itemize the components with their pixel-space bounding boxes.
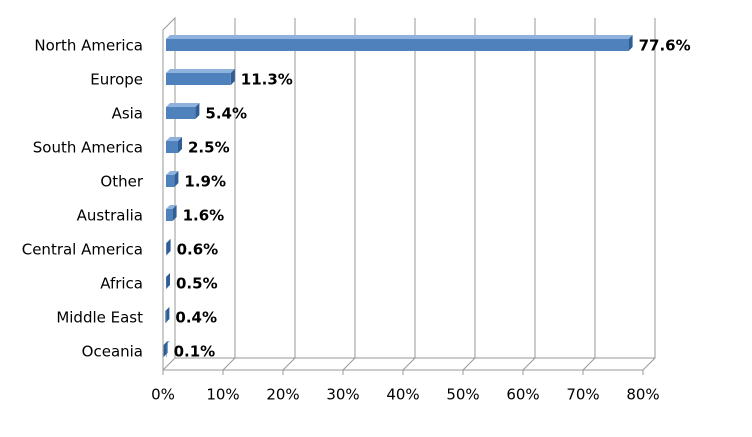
value-label: 11.3% bbox=[241, 71, 293, 89]
bar-top bbox=[166, 205, 177, 209]
bar bbox=[166, 73, 231, 85]
x-tick-label: 20% bbox=[266, 386, 299, 404]
grid-line bbox=[582, 18, 596, 371]
x-tick-label: 40% bbox=[386, 386, 419, 404]
bar-top bbox=[166, 239, 171, 243]
bar bbox=[166, 39, 629, 51]
bar bbox=[166, 345, 167, 357]
bar-top bbox=[166, 35, 633, 39]
value-label: 0.1% bbox=[174, 343, 216, 361]
value-label: 0.5% bbox=[176, 275, 218, 293]
grid-line bbox=[462, 18, 476, 371]
value-label: 2.5% bbox=[188, 139, 230, 157]
y-tick-label: Australia bbox=[77, 207, 143, 225]
bar bbox=[166, 141, 178, 153]
x-tick-label: 70% bbox=[566, 386, 599, 404]
value-label: 77.6% bbox=[639, 37, 691, 55]
y-tick-label: Asia bbox=[112, 105, 143, 123]
grid-line bbox=[642, 18, 656, 371]
bar bbox=[166, 311, 167, 323]
grid-line bbox=[222, 18, 236, 371]
y-tick-label: South America bbox=[33, 139, 143, 157]
bar-top bbox=[166, 137, 182, 141]
bar bbox=[166, 175, 175, 187]
bar-top bbox=[166, 69, 235, 73]
bar bbox=[166, 277, 167, 289]
value-label: 1.9% bbox=[184, 173, 226, 191]
value-label: 5.4% bbox=[205, 105, 247, 123]
bar-side bbox=[172, 205, 177, 221]
value-label: 0.6% bbox=[177, 241, 219, 259]
x-tick-label: 50% bbox=[446, 386, 479, 404]
y-tick-label: Middle East bbox=[56, 309, 143, 327]
bar-top bbox=[166, 171, 179, 175]
x-tick-label: 0% bbox=[151, 386, 175, 404]
bar bbox=[166, 243, 167, 255]
y-tick-label: Africa bbox=[100, 275, 143, 293]
bar bbox=[166, 209, 173, 221]
x-tick-label: 10% bbox=[206, 386, 239, 404]
x-tick-label: 30% bbox=[326, 386, 359, 404]
bar bbox=[166, 107, 196, 119]
bar-side bbox=[174, 171, 179, 187]
grid-line bbox=[402, 18, 416, 371]
y-tick-label: Other bbox=[100, 173, 143, 191]
bar-side bbox=[628, 35, 633, 51]
y-tick-label: Europe bbox=[90, 71, 143, 89]
bar-top bbox=[166, 103, 200, 107]
y-tick-label: Oceania bbox=[82, 343, 143, 361]
y-tick-label: Central America bbox=[22, 241, 143, 259]
bar-side bbox=[166, 239, 171, 255]
x-tick-label: 60% bbox=[506, 386, 539, 404]
bar-side bbox=[166, 273, 170, 289]
grid-line bbox=[522, 18, 536, 371]
y-tick-label: North America bbox=[34, 37, 143, 55]
x-tick-label: 80% bbox=[626, 386, 659, 404]
grid-line bbox=[342, 18, 356, 371]
grid-line bbox=[282, 18, 296, 371]
bar-side bbox=[195, 103, 200, 119]
value-label: 1.6% bbox=[183, 207, 225, 225]
grid-line bbox=[162, 18, 176, 371]
bar-side bbox=[178, 137, 182, 153]
value-label: 0.4% bbox=[175, 309, 217, 327]
bar-side bbox=[163, 341, 168, 357]
bar-side bbox=[230, 69, 235, 85]
